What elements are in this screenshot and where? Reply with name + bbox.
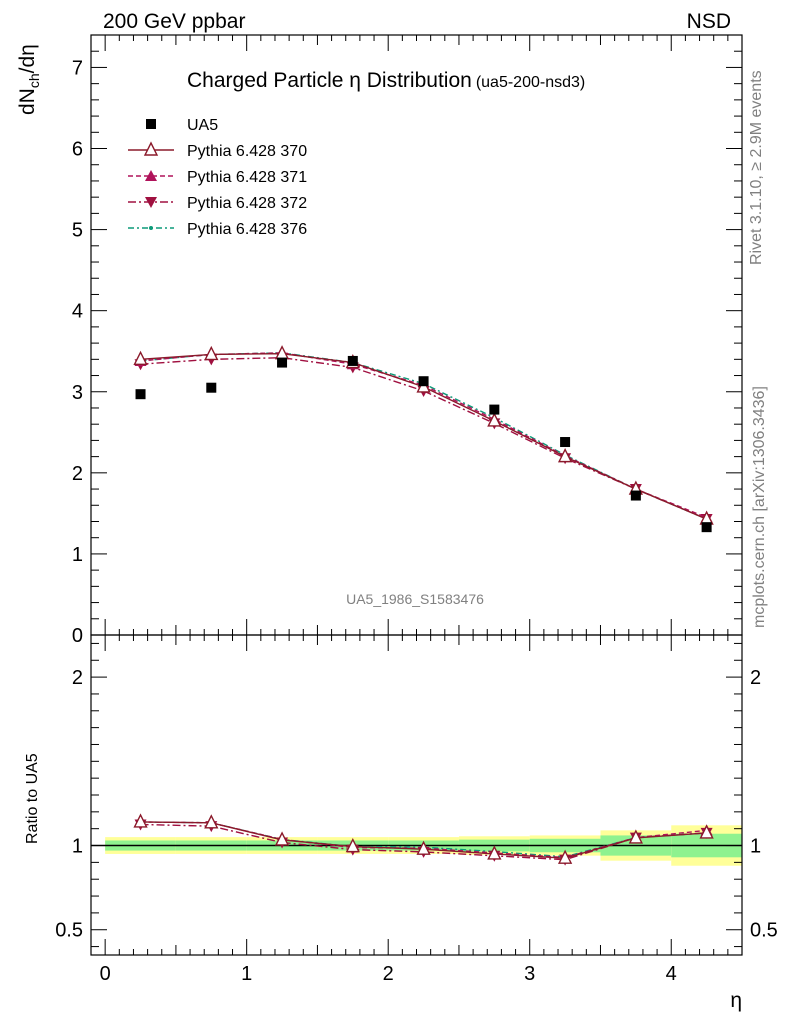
main-point-p370 bbox=[487, 412, 502, 427]
y-tick-label: 0 bbox=[72, 625, 83, 647]
ratio-point-p370 bbox=[345, 837, 360, 853]
ratio-point-p370 bbox=[557, 849, 573, 864]
x-tick-label: 1 bbox=[241, 963, 252, 985]
ratio-point-p370 bbox=[487, 845, 502, 860]
legend-label-p371: Pythia 6.428 371 bbox=[187, 169, 307, 186]
ratio-point-p370 bbox=[416, 840, 431, 855]
y-tick-label: 3 bbox=[72, 382, 83, 404]
data-point bbox=[489, 404, 500, 415]
ratio-y-tick-label: 2 bbox=[72, 667, 83, 689]
ratio-y-tick-label: 1 bbox=[72, 836, 83, 858]
legend: UA5 Pythia 6.428 370 Pythia 6.428 371 Pythi… bbox=[128, 117, 307, 238]
y-tick-label: 6 bbox=[72, 139, 83, 161]
chart-title: Charged Particle η Distribution (ua5-200-… bbox=[187, 69, 585, 92]
ratio-y-tick-label-right: 0.5 bbox=[750, 920, 778, 942]
x-tick-label: 2 bbox=[383, 963, 394, 985]
x-tick-label: 3 bbox=[524, 963, 535, 985]
ratio-frame bbox=[90, 634, 743, 956]
ratio-y-axis-label: Ratio to UA5 bbox=[24, 753, 41, 844]
ratio-y-tick-label: 0.5 bbox=[55, 920, 83, 942]
main-y-axis-label-tail: /dη bbox=[16, 44, 39, 73]
main-plot-area: 0 1 2 3 4 5 6 7 bbox=[72, 34, 743, 955]
ratio-point-p370 bbox=[133, 813, 148, 828]
legend-label-data: UA5 bbox=[187, 117, 218, 134]
legend-marker-p370 bbox=[143, 141, 159, 156]
ratio-point-p370 bbox=[628, 829, 643, 844]
legend-marker-p376 bbox=[149, 226, 153, 230]
data-point bbox=[347, 355, 358, 366]
x-axis-label: η bbox=[730, 989, 742, 1012]
main-point-p370 bbox=[557, 448, 573, 463]
data-point bbox=[560, 437, 571, 448]
x-tick-label: 4 bbox=[666, 963, 677, 985]
data-point bbox=[277, 357, 288, 368]
legend-label-p376: Pythia 6.428 376 bbox=[187, 221, 307, 238]
header-right: NSD bbox=[687, 10, 731, 33]
ratio-y-tick-label-right: 1 bbox=[750, 836, 761, 858]
y-tick-label: 7 bbox=[72, 57, 83, 79]
analysis-watermark: UA5_1986_S1583476 bbox=[346, 591, 484, 607]
ratio-point-p370 bbox=[204, 814, 219, 829]
y-tick-label: 1 bbox=[72, 544, 83, 566]
legend-marker-p371 bbox=[145, 170, 157, 181]
chart-title-suffix: (ua5-200-nsd3) bbox=[476, 74, 585, 91]
data-point bbox=[418, 376, 429, 387]
ratio-point-p370 bbox=[699, 824, 714, 839]
x-tick-label: 0 bbox=[100, 963, 111, 985]
main-y-axis-label-main: dN bbox=[16, 88, 39, 115]
mcplots-label: mcplots.cern.ch [arXiv:1306.3436] bbox=[751, 386, 768, 628]
y-tick-label: 2 bbox=[72, 463, 83, 485]
chart-title-text: Charged Particle η Distribution bbox=[187, 69, 472, 92]
ratio-y-tick-label-right: 2 bbox=[750, 667, 761, 689]
main-y-axis-label-sub: ch bbox=[26, 73, 42, 88]
data-point bbox=[701, 522, 712, 533]
main-y-axis-label: dNch/dη bbox=[16, 44, 42, 115]
ratio-point-p370 bbox=[274, 831, 290, 846]
legend-label-p372: Pythia 6.428 372 bbox=[187, 195, 307, 212]
rivet-label: Rivet 3.1.10, ≥ 2.9M events bbox=[748, 70, 765, 265]
legend-label-p370: Pythia 6.428 370 bbox=[187, 143, 307, 160]
header-left: 200 GeV ppbar bbox=[103, 10, 245, 33]
legend-marker-p372 bbox=[145, 197, 157, 208]
data-point bbox=[206, 382, 217, 393]
y-tick-label: 5 bbox=[72, 220, 83, 242]
data-point bbox=[630, 490, 641, 501]
y-tick-label: 4 bbox=[72, 301, 83, 323]
legend-marker-data bbox=[146, 119, 156, 129]
ratio-plot-area: 0 1 2 3 4 0.5 0.5 1 1 2 2 bbox=[55, 634, 778, 985]
data-point bbox=[135, 389, 146, 400]
main-point-p370 bbox=[133, 350, 148, 366]
main-point-p370 bbox=[204, 345, 219, 361]
